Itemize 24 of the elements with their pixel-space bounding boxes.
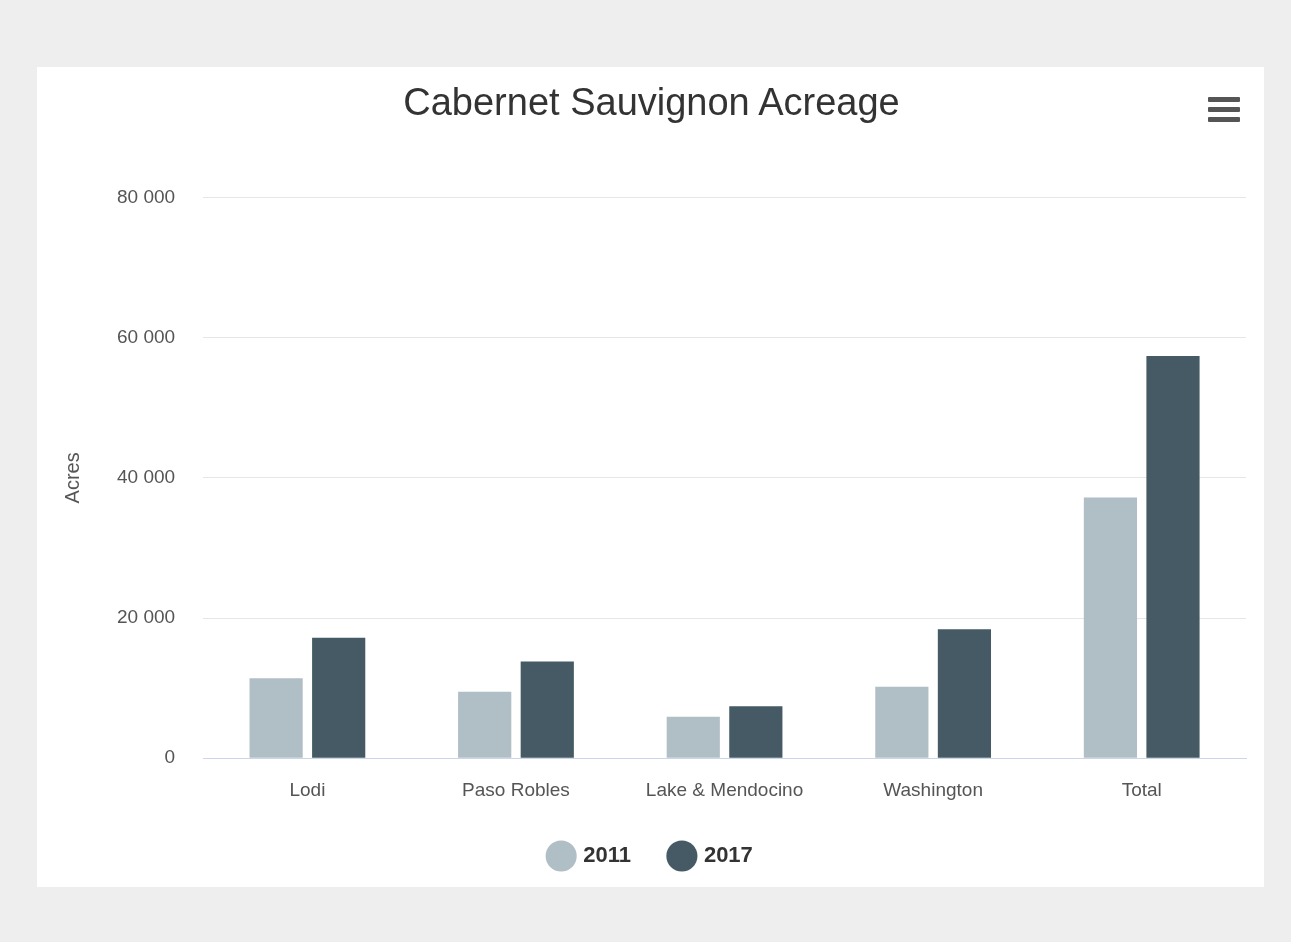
y-tick-label: 40 000 xyxy=(116,466,176,488)
bar xyxy=(729,706,783,758)
x-tick-label: Lake & Mendocino xyxy=(645,778,804,800)
bar xyxy=(937,629,992,758)
y-axis-title: Acres xyxy=(60,452,83,504)
y-tick-label: 20 000 xyxy=(116,606,176,628)
legend-label: 2011 xyxy=(583,842,631,868)
bar xyxy=(520,661,574,758)
x-tick-label: Paso Robles xyxy=(462,778,570,800)
y-tick-label: 60 000 xyxy=(116,325,176,347)
bar xyxy=(312,637,366,758)
bar xyxy=(875,686,929,758)
bar xyxy=(1146,355,1200,758)
x-tick-label: Lodi xyxy=(289,778,326,800)
bar xyxy=(458,691,512,758)
x-tick-label: Washington xyxy=(883,778,983,800)
legend-label: 2017 xyxy=(703,842,753,868)
bar xyxy=(249,678,303,758)
bar xyxy=(1083,497,1138,758)
chart-title: Cabernet Sauvignon Acreage xyxy=(403,81,900,124)
bar xyxy=(666,716,720,758)
x-tick-label: Total xyxy=(1121,778,1162,800)
y-tick-label: 0 xyxy=(164,746,176,768)
y-tick-label: 80 000 xyxy=(116,185,176,207)
